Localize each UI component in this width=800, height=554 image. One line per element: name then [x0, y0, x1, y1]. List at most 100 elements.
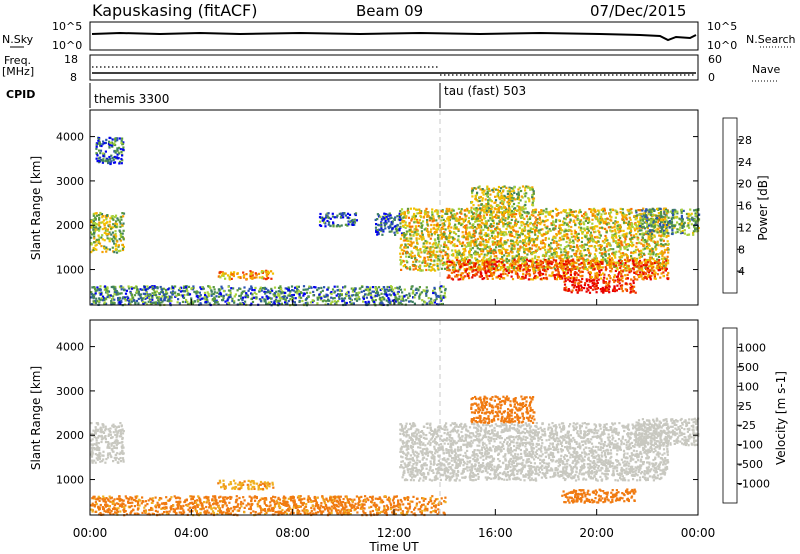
power-cell-6	[558, 226, 561, 229]
power-cell-2	[279, 290, 282, 293]
power-cell-6	[461, 265, 464, 268]
power-cell-5	[399, 217, 402, 220]
power-cell-6	[454, 256, 457, 259]
power-cell-0	[109, 237, 112, 240]
power-cell-6	[554, 225, 557, 228]
power-cell-6	[517, 267, 520, 270]
power-cell-6	[441, 209, 444, 212]
power-cell-7	[524, 262, 527, 265]
power-cell-2	[158, 292, 161, 295]
power-cell-6	[468, 251, 471, 254]
power-cell-2	[136, 288, 139, 292]
power-cell-7	[510, 275, 513, 278]
power-cell-6	[442, 225, 445, 228]
power-cell-6	[604, 212, 607, 215]
power-cell-7	[525, 263, 528, 266]
power-cell-5	[398, 227, 401, 230]
power-cell-2	[230, 287, 233, 290]
power-cell-0	[95, 222, 98, 226]
power-cell-6	[568, 208, 571, 211]
power-cell-6	[595, 249, 598, 252]
power-cell-6	[636, 227, 639, 230]
power-cell-6	[470, 256, 473, 259]
power-cell-7	[567, 261, 570, 264]
power-cell-2	[128, 301, 131, 304]
power-cell-2	[177, 293, 180, 296]
power-cell-6	[410, 219, 413, 222]
power-cell-6	[527, 225, 530, 228]
power-cell-0	[107, 233, 110, 236]
power-cell-6	[582, 244, 585, 247]
power-cell-6	[547, 237, 550, 240]
power-cell-5	[384, 227, 387, 230]
power-cell-0	[111, 246, 114, 249]
power-cell-6	[467, 216, 471, 220]
power-cell-6	[459, 218, 462, 221]
power-cell-2	[289, 294, 292, 298]
power-cell-6	[452, 238, 455, 242]
power-cell-6	[474, 229, 477, 232]
power-cell-6	[400, 268, 403, 271]
power-cell-6	[552, 241, 555, 244]
power-cell-6	[501, 258, 504, 261]
power-cell-7	[593, 268, 596, 271]
power-cell-4	[324, 225, 327, 228]
power-cell-2	[413, 296, 416, 299]
power-cell-6	[541, 239, 544, 242]
power-cell-6	[667, 243, 670, 246]
power-cell-2	[424, 301, 427, 304]
power-cell-6	[590, 234, 594, 237]
power-cell-2	[90, 291, 93, 294]
power-cell-6	[483, 253, 486, 256]
power-cell-2	[128, 299, 131, 302]
power-cell-6	[422, 237, 425, 240]
power-cell-6	[655, 243, 658, 246]
power-cell-6	[403, 211, 407, 214]
power-cell-2	[409, 300, 412, 303]
power-cell-6	[490, 218, 493, 221]
power-cell-5	[399, 222, 402, 225]
power-cell-0	[97, 238, 100, 241]
power-cell-2	[290, 285, 294, 288]
power-cell-6	[583, 213, 586, 216]
power-cell-7	[573, 260, 576, 264]
power-cell-6	[444, 251, 447, 254]
power-cell-2	[388, 298, 391, 301]
power-cell-6	[468, 250, 471, 253]
power-cell-6	[504, 219, 507, 222]
power-cell-6	[627, 260, 630, 263]
power-cell-2	[143, 286, 146, 289]
power-cell-2	[253, 291, 256, 294]
power-cell-6	[487, 234, 490, 237]
power-cell-6	[651, 215, 654, 218]
power-cell-6	[464, 249, 467, 252]
power-cell-2	[399, 288, 403, 291]
power-cell-2	[413, 302, 416, 305]
power-cell-2	[435, 295, 438, 298]
power-cell-2	[231, 300, 234, 303]
power-cell-6	[410, 244, 413, 248]
power-cell-6	[478, 263, 481, 267]
power-cell-6	[514, 221, 517, 224]
power-cell-7	[565, 272, 568, 276]
power-cell-6	[642, 248, 645, 251]
power-cell-6	[597, 240, 600, 243]
power-cell-6	[457, 238, 460, 241]
power-cell-2	[250, 302, 253, 305]
power-cell-2	[367, 292, 371, 295]
power-cell-4	[344, 214, 347, 217]
power-cell-1	[109, 162, 112, 165]
power-cell-6	[598, 226, 601, 229]
power-cell-6	[407, 212, 410, 215]
power-cell-6	[441, 232, 444, 236]
power-cell-0	[119, 235, 123, 238]
power-cell-6	[411, 225, 414, 228]
power-cell-2	[344, 285, 347, 288]
power-cell-7	[546, 264, 549, 267]
power-cell-6	[650, 252, 653, 255]
power-cell-6	[436, 267, 440, 270]
power-cell-6	[565, 223, 568, 226]
power-cell-6	[457, 207, 460, 210]
power-cell-6	[463, 253, 466, 256]
power-cell-3	[265, 271, 268, 274]
